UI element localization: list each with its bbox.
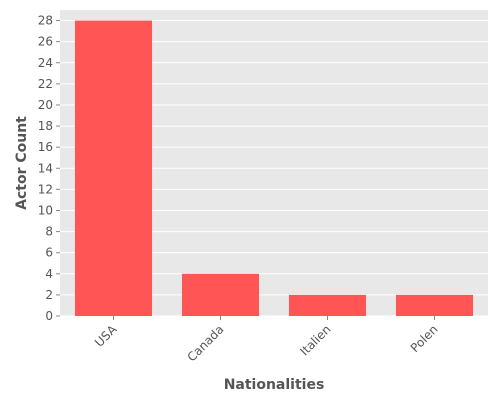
y-tick-label: 18 bbox=[38, 119, 53, 133]
y-tick-label: 24 bbox=[38, 56, 53, 70]
y-tick-label: 20 bbox=[38, 98, 53, 112]
y-tick-label: 28 bbox=[38, 14, 53, 28]
x-tick-label: USA bbox=[92, 322, 120, 350]
bar-canada bbox=[181, 273, 260, 316]
bar-polen bbox=[395, 294, 474, 316]
x-axis-title: Nationalities bbox=[224, 377, 325, 393]
y-tick-label: 6 bbox=[45, 246, 53, 260]
x-tick-label: Italien bbox=[297, 322, 333, 358]
y-tick-label: 14 bbox=[38, 161, 53, 175]
bar-usa bbox=[74, 20, 153, 316]
y-tick-label: 0 bbox=[45, 309, 53, 323]
y-tick-label: 22 bbox=[38, 77, 53, 91]
y-tick-label: 10 bbox=[38, 203, 53, 217]
bar-italien bbox=[288, 294, 367, 316]
y-tick-label: 2 bbox=[45, 288, 53, 302]
y-tick-label: 4 bbox=[45, 267, 53, 281]
y-tick-label: 8 bbox=[45, 225, 53, 239]
y-tick-label: 12 bbox=[38, 182, 53, 196]
x-axis-ticks: USA Canada Italien Polen bbox=[92, 316, 441, 364]
y-tick-label: 26 bbox=[38, 35, 53, 49]
x-tick-label: Canada bbox=[184, 322, 226, 364]
bars bbox=[74, 20, 474, 316]
y-tick-label: 16 bbox=[38, 140, 53, 154]
y-axis-title: Actor Count bbox=[14, 116, 30, 210]
x-tick-label: Polen bbox=[408, 322, 441, 355]
